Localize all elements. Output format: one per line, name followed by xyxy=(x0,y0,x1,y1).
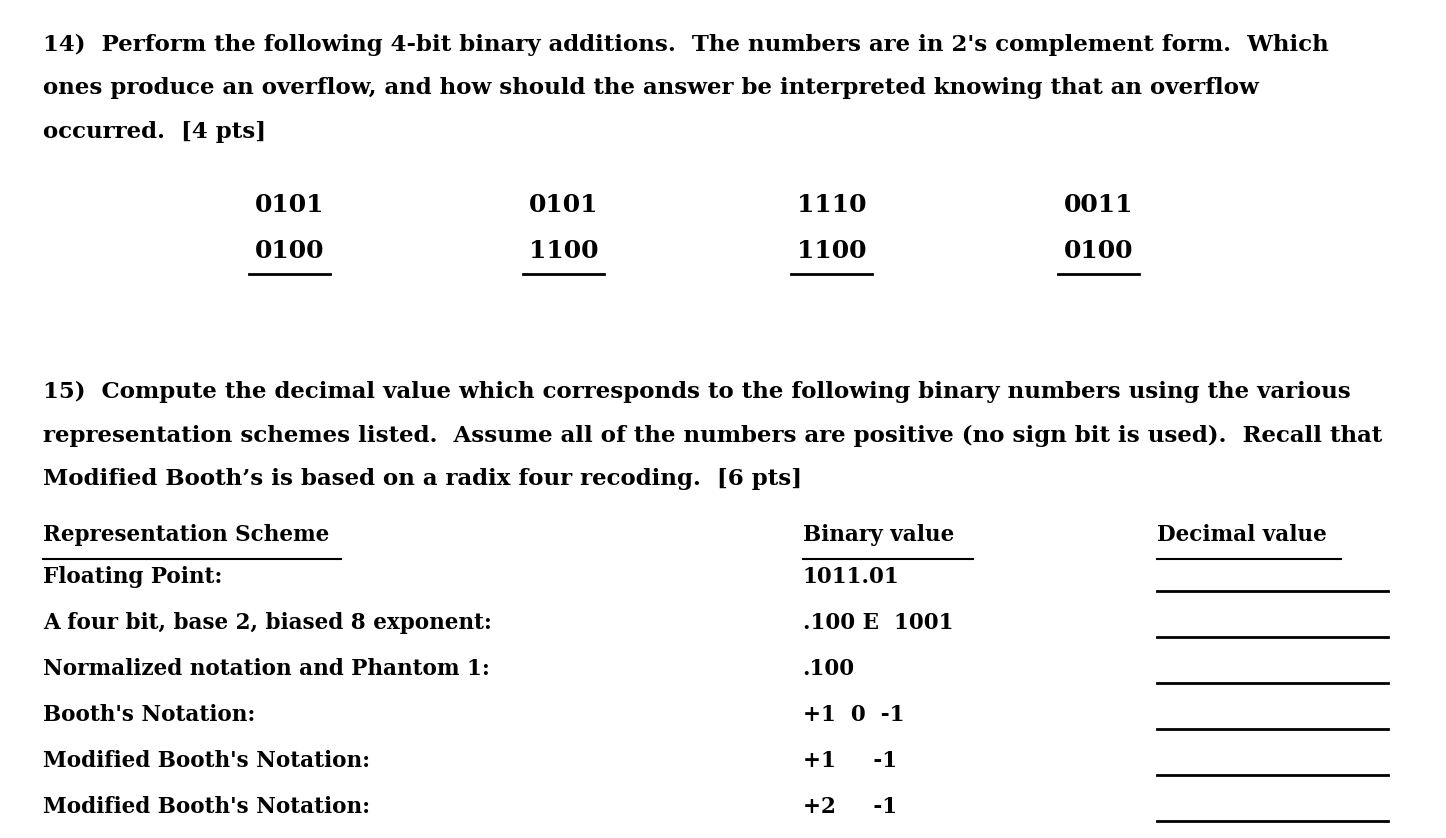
Text: 0101: 0101 xyxy=(529,193,599,217)
Text: Booth's Notation:: Booth's Notation: xyxy=(43,704,256,726)
Text: .100: .100 xyxy=(803,658,855,680)
Text: 1100: 1100 xyxy=(797,239,866,263)
Text: 0100: 0100 xyxy=(254,239,324,263)
Text: +1  0  -1: +1 0 -1 xyxy=(803,704,904,726)
Text: 15)  Compute the decimal value which corresponds to the following binary numbers: 15) Compute the decimal value which corr… xyxy=(43,381,1351,403)
Text: 1110: 1110 xyxy=(797,193,866,217)
Text: 1100: 1100 xyxy=(529,239,599,263)
Text: +1     -1: +1 -1 xyxy=(803,750,897,772)
Text: A four bit, base 2, biased 8 exponent:: A four bit, base 2, biased 8 exponent: xyxy=(43,612,492,634)
Text: 1011.01: 1011.01 xyxy=(803,566,899,587)
Text: representation schemes listed.  Assume all of the numbers are positive (no sign : representation schemes listed. Assume al… xyxy=(43,425,1382,447)
Text: occurred.  [4 pts]: occurred. [4 pts] xyxy=(43,121,266,142)
Text: 14)  Perform the following 4-bit binary additions.  The numbers are in 2's compl: 14) Perform the following 4-bit binary a… xyxy=(43,34,1329,55)
Text: Modified Booth’s is based on a radix four recoding.  [6 pts]: Modified Booth’s is based on a radix fou… xyxy=(43,468,803,490)
Text: .100 E  1001: .100 E 1001 xyxy=(803,612,953,634)
Text: Modified Booth's Notation:: Modified Booth's Notation: xyxy=(43,750,370,772)
Text: 0100: 0100 xyxy=(1064,239,1134,263)
Text: Binary value: Binary value xyxy=(803,524,954,546)
Text: Normalized notation and Phantom 1:: Normalized notation and Phantom 1: xyxy=(43,658,490,680)
Text: +2     -1: +2 -1 xyxy=(803,796,897,818)
Text: 0011: 0011 xyxy=(1064,193,1134,217)
Text: ones produce an overflow, and how should the answer be interpreted knowing that : ones produce an overflow, and how should… xyxy=(43,77,1259,99)
Text: Decimal value: Decimal value xyxy=(1157,524,1326,546)
Text: Floating Point:: Floating Point: xyxy=(43,566,223,587)
Text: Representation Scheme: Representation Scheme xyxy=(43,524,330,546)
Text: 0101: 0101 xyxy=(254,193,324,217)
Text: Modified Booth's Notation:: Modified Booth's Notation: xyxy=(43,796,370,818)
